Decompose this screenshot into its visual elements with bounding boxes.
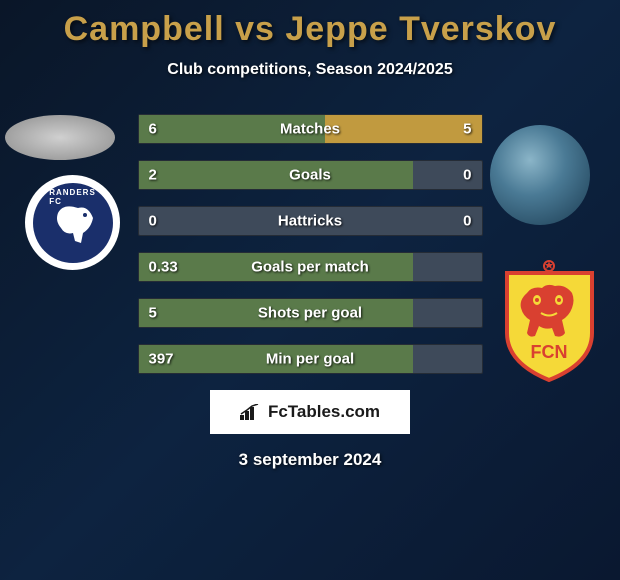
- stat-label: Min per goal: [266, 351, 354, 368]
- brand-text: FcTables.com: [268, 402, 380, 422]
- stat-row: 2 Goals 0: [138, 160, 483, 190]
- club-left-badge: RANDERS FC: [25, 175, 120, 270]
- stat-row: 0 Hattricks 0: [138, 206, 483, 236]
- stat-label: Matches: [280, 121, 340, 138]
- stat-label: Shots per goal: [258, 305, 362, 322]
- stat-left-value: 6: [149, 121, 157, 138]
- stat-left-value: 0.33: [149, 259, 178, 276]
- stat-label: Goals per match: [251, 259, 369, 276]
- stat-right-value: 0: [463, 213, 471, 230]
- stats-container: 6 Matches 5 2 Goals 0 0 Hattricks 0 0.33 Goals per…: [138, 114, 483, 374]
- stat-right-value: 5: [463, 121, 471, 138]
- comparison-title: Campbell vs Jeppe Tverskov: [0, 0, 620, 49]
- stat-left-value: 397: [149, 351, 174, 368]
- stat-row: 397 Min per goal: [138, 344, 483, 374]
- brand-icon: [240, 404, 262, 420]
- stat-right-value: 0: [463, 167, 471, 184]
- stat-row: 5 Shots per goal: [138, 298, 483, 328]
- club-right-label: FCN: [531, 342, 568, 362]
- stat-label: Hattricks: [278, 213, 342, 230]
- stat-left-value: 5: [149, 305, 157, 322]
- stat-row: 6 Matches 5: [138, 114, 483, 144]
- player-right-avatar: [490, 125, 590, 225]
- brand-box: FcTables.com: [210, 390, 410, 434]
- bar-left: [139, 161, 413, 189]
- stat-left-value: 0: [149, 213, 157, 230]
- subtitle: Club competitions, Season 2024/2025: [0, 61, 620, 79]
- stat-left-value: 2: [149, 167, 157, 184]
- bar-right: [325, 115, 481, 143]
- stat-row: 0.33 Goals per match: [138, 252, 483, 282]
- player-left-avatar: [5, 115, 115, 160]
- stat-label: Goals: [289, 167, 331, 184]
- date-text: 3 september 2024: [0, 450, 620, 470]
- club-right-badge: FCN: [497, 258, 602, 383]
